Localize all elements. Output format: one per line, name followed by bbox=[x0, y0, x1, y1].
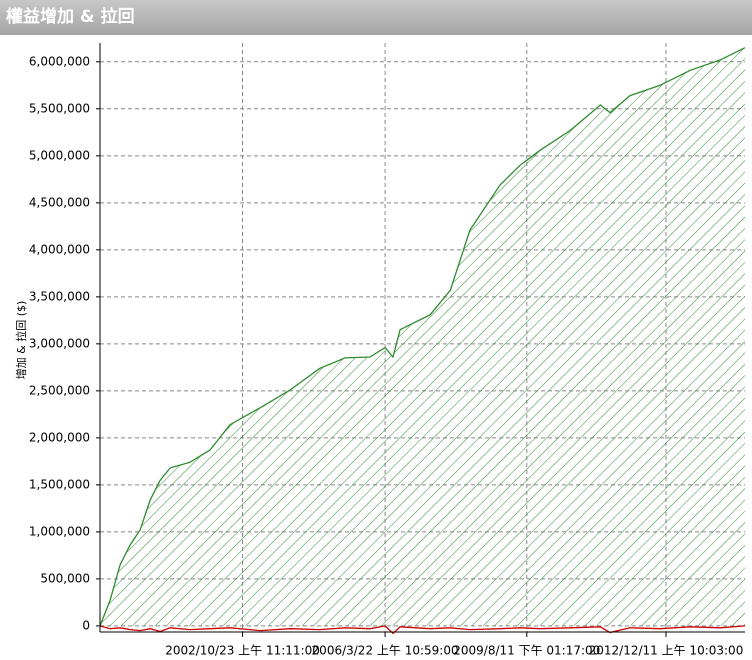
title-bar: 權益增加 & 拉回 bbox=[0, 0, 752, 35]
line bbox=[99, 625, 746, 635]
y-tick-label: 1,500,000 bbox=[29, 477, 90, 491]
line bbox=[99, 47, 746, 627]
x-tick-label: 2002/10/23 上午 11:11:00 bbox=[165, 644, 320, 658]
title: 權益增加 & 拉回 bbox=[6, 7, 135, 27]
x-tick-label: 2012/12/11 上午 10:03:00 bbox=[589, 644, 744, 658]
y-tick-label: 6,000,000 bbox=[29, 54, 90, 68]
y-tick-label: 2,000,000 bbox=[29, 430, 90, 444]
x-tick-label: 2006/3/22 上午 10:59:00 bbox=[312, 644, 459, 658]
y-tick-label: 500,000 bbox=[40, 571, 90, 585]
y-tick-label: 4,500,000 bbox=[29, 195, 90, 209]
y-tick-label: 3,000,000 bbox=[29, 336, 90, 350]
area bbox=[100, 47, 745, 626]
y-tick-label: 5,500,000 bbox=[29, 101, 90, 115]
y-tick-label: 4,000,000 bbox=[29, 242, 90, 256]
y-tick-label: 5,000,000 bbox=[29, 148, 90, 162]
y-tick-label: 3,500,000 bbox=[29, 289, 90, 303]
x-tick-label: 2009/8/11 下午 01:17:00 bbox=[453, 644, 600, 658]
y-tick-label: 1,000,000 bbox=[29, 524, 90, 538]
y-axis-label: 增加 & 拉回 ($) bbox=[14, 301, 28, 380]
y-tick-label: 2,500,000 bbox=[29, 383, 90, 397]
y-tick-label: 0 bbox=[82, 618, 90, 632]
